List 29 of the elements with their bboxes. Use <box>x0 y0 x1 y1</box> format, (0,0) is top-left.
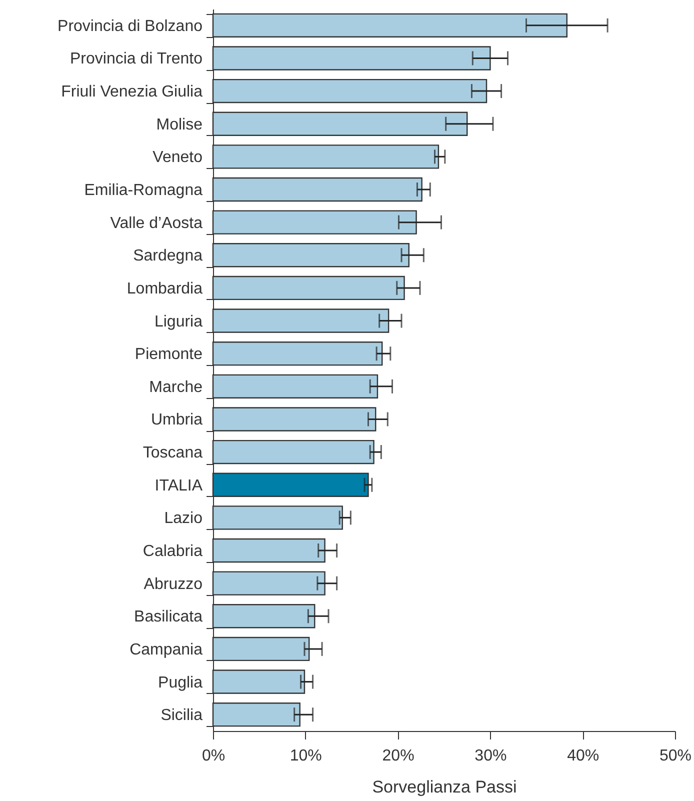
y-tick-label: Lazio <box>164 510 203 528</box>
y-tick-label: Emilia-Romagna <box>84 182 203 199</box>
x-tick-label: 30% <box>474 748 507 764</box>
y-tick-label: Veneto <box>152 149 203 166</box>
y-tick-label: Sicilia <box>160 707 203 724</box>
y-tick-label: Toscana <box>142 444 203 462</box>
x-tick-label: 40% <box>567 748 600 764</box>
x-tick-label: 10% <box>290 748 322 764</box>
y-tick-label: Marche <box>149 378 203 396</box>
x-tick-label: 50% <box>659 748 692 764</box>
y-tick-label: Provincia di Bolzano <box>58 18 203 35</box>
x-axis-title: Sorveglianza Passi <box>372 778 517 796</box>
y-tick-label: Calabria <box>142 543 203 560</box>
y-tick-label: Friuli Venezia Giulia <box>61 84 203 101</box>
y-tick-label: Basilicata <box>134 608 203 626</box>
y-tick-label: Campania <box>130 641 203 658</box>
y-tick-label: Piemonte <box>134 346 203 364</box>
y-tick-label: Sardegna <box>133 248 203 265</box>
y-tick-label: Liguria <box>154 313 203 330</box>
y-tick-label: Molise <box>156 116 203 134</box>
x-tick-label: 20% <box>382 748 414 764</box>
y-tick-label: Puglia <box>158 674 203 692</box>
y-tick-label: ITALIA <box>154 477 203 494</box>
y-tick-label: Umbria <box>150 412 203 429</box>
y-tick-label: Abruzzo <box>144 576 203 593</box>
y-tick-label: Lombardia <box>126 280 203 298</box>
y-tick-label: Valle d’Aosta <box>110 214 203 232</box>
x-tick-label: 0% <box>202 748 226 764</box>
y-tick-label: Provincia di Trento <box>70 50 203 68</box>
